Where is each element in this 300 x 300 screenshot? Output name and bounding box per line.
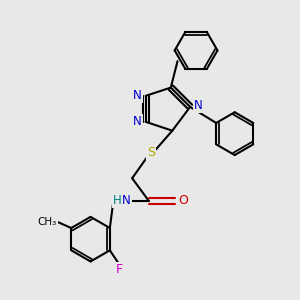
Text: O: O bbox=[178, 194, 188, 207]
Text: N: N bbox=[133, 115, 142, 128]
Text: CH₃: CH₃ bbox=[38, 217, 57, 227]
Text: N: N bbox=[194, 99, 203, 112]
Text: H: H bbox=[113, 194, 122, 207]
Text: N: N bbox=[133, 89, 142, 102]
Text: S: S bbox=[148, 146, 155, 160]
Text: F: F bbox=[116, 263, 123, 276]
Text: N: N bbox=[122, 194, 130, 207]
